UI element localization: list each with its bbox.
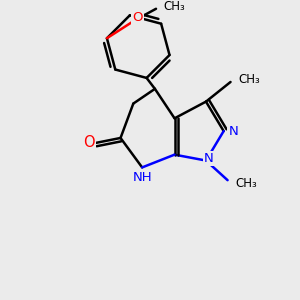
Text: NH: NH: [132, 171, 152, 184]
Text: O: O: [132, 11, 142, 24]
Text: O: O: [83, 135, 95, 150]
Text: CH₃: CH₃: [236, 177, 257, 190]
Text: N: N: [229, 124, 238, 138]
Text: N: N: [204, 152, 214, 165]
Text: CH₃: CH₃: [238, 73, 260, 85]
Text: CH₃: CH₃: [164, 0, 186, 13]
